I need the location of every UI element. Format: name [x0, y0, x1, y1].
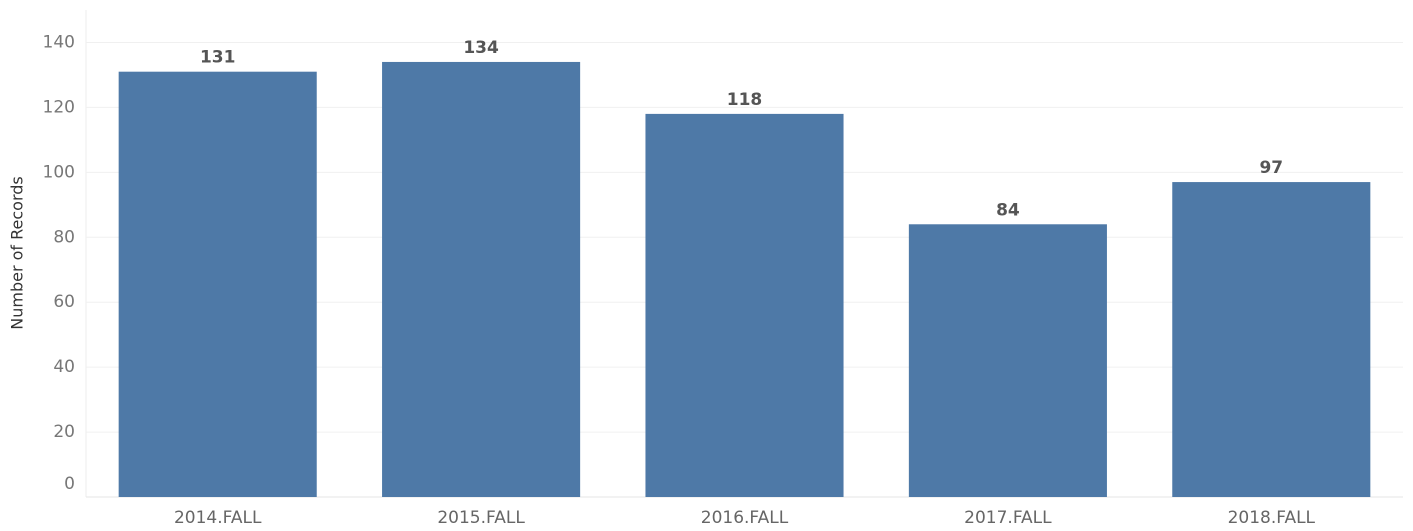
- bar: [382, 61, 581, 498]
- data-label: 84: [996, 200, 1020, 220]
- bar: [645, 113, 844, 497]
- y-tick-label: 40: [53, 357, 75, 377]
- y-tick-label: 80: [53, 227, 75, 247]
- bar: [118, 71, 317, 497]
- bar: [1172, 182, 1371, 497]
- x-tick-label: 2015.FALL: [437, 508, 525, 528]
- y-tick-label: 140: [43, 32, 75, 52]
- y-tick-label: 100: [43, 162, 75, 182]
- y-axis-label: Number of Records: [8, 176, 27, 329]
- y-tick-label: 0: [64, 474, 75, 494]
- data-label: 131: [200, 48, 236, 68]
- x-tick-label: 2014.FALL: [174, 508, 262, 528]
- y-tick-label: 20: [53, 422, 75, 442]
- x-tick-label: 2017.FALL: [964, 508, 1052, 528]
- x-tick-label: 2016.FALL: [701, 508, 789, 528]
- data-label: 134: [463, 38, 499, 58]
- data-label: 118: [727, 90, 763, 110]
- y-tick-label: 60: [53, 292, 75, 312]
- data-label: 97: [1259, 158, 1283, 178]
- bar: [908, 224, 1107, 497]
- y-tick-label: 120: [43, 97, 75, 117]
- x-tick-label: 2018.FALL: [1228, 508, 1316, 528]
